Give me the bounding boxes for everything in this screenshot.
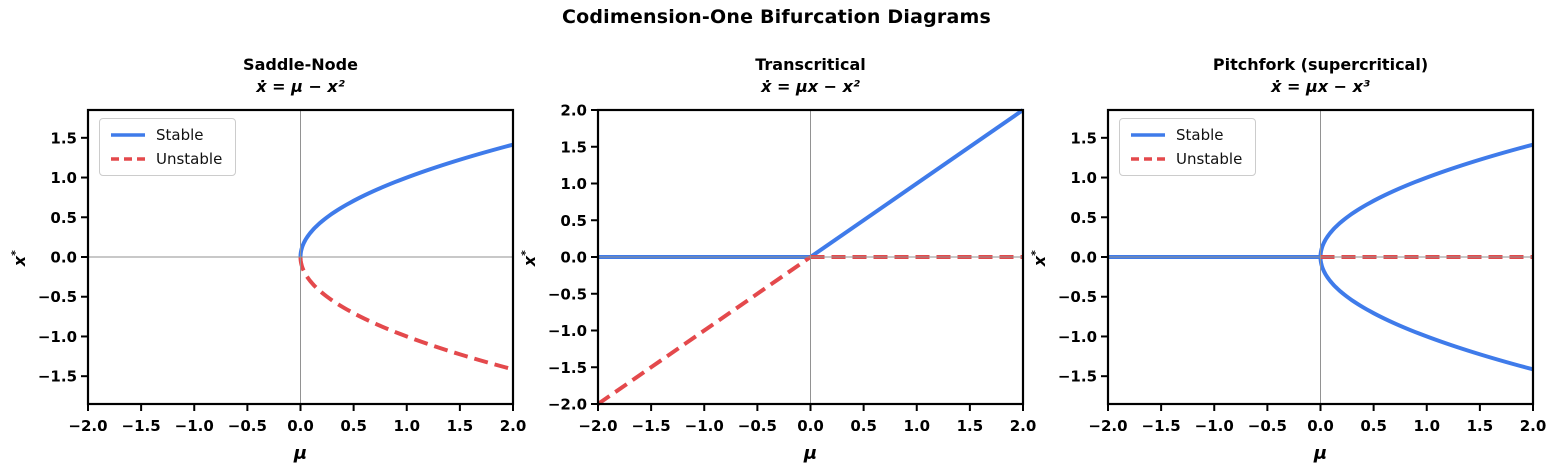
series-unstable-curve [596, 255, 812, 406]
series-stable-curve [1318, 142, 1534, 258]
y-tick-label: 0.0 [560, 249, 587, 267]
series-stable-curve [1318, 256, 1534, 372]
y-tick-label: −0.5 [1058, 288, 1097, 306]
x-tick-label: 0.5 [340, 417, 367, 435]
x-tick-label: −1.5 [632, 417, 671, 435]
y-tick-label: 0.0 [1070, 249, 1097, 267]
x-tick-label: 1.0 [903, 417, 930, 435]
y-tick-label: −1.0 [1058, 328, 1097, 346]
legend: Stable Unstable [1119, 118, 1257, 176]
x-axis-label: μ [1313, 443, 1328, 464]
legend-label-stable: Stable [1176, 126, 1224, 144]
y-tick-label: 0.0 [50, 249, 77, 267]
x-tick-label: 0.0 [287, 417, 314, 435]
axes-transcritical: −2.0 −1.5 −1.0 −0.5 0.0 0.5 1.0 1.5 2.0−2.0−1.5−… [548, 102, 1037, 436]
axes-frame [1106, 108, 1535, 406]
x-tick-label: −2.0 [1088, 417, 1127, 435]
series-unstable-curve [298, 256, 514, 372]
y-tick-label: 1.5 [560, 138, 587, 156]
x-tick-label: −0.5 [738, 417, 777, 435]
axes-pitchfork: −2.0 −1.5 −1.0 −0.5 0.0 0.5 1.0 1.5 2.0−1.5−1.0−… [1058, 108, 1547, 435]
y-tick-label: 0.5 [50, 209, 77, 227]
y-tick-label: 1.0 [1070, 169, 1097, 187]
subplot-pitchfork: Pitchfork (supercritical) ẋ = μx − x³ x*… [1020, 0, 1553, 476]
series-stable-curve [809, 108, 1025, 259]
x-tick-label: 0.0 [1307, 417, 1334, 435]
y-tick-label: −2.0 [548, 396, 587, 414]
y-tick-label: −0.5 [38, 288, 77, 306]
x-tick-label: 1.5 [1467, 417, 1494, 435]
x-tick-label: 0.0 [797, 417, 824, 435]
x-tick-label: −2.0 [68, 417, 107, 435]
stable-line-swatch [111, 133, 145, 137]
x-tick-label: −2.0 [578, 417, 617, 435]
x-tick-label: 2.0 [1010, 417, 1037, 435]
unstable-line-swatch [1131, 157, 1165, 161]
subplot-equation: ẋ = μ − x² [256, 77, 345, 96]
legend-item-unstable: Unstable [1130, 150, 1242, 168]
unstable-line-swatch [111, 157, 145, 161]
legend-item-stable: Stable [110, 126, 222, 144]
y-tick-label: −1.5 [1058, 368, 1097, 386]
y-tick-label: 1.5 [1070, 129, 1097, 147]
x-axis-label: μ [803, 443, 818, 464]
axes-saddle-node: −2.0 −1.5 −1.0 −0.5 0.0 0.5 1.0 1.5 2.0−1.5−1.0−… [38, 108, 527, 435]
y-tick-label: 1.0 [560, 175, 587, 193]
y-axis-label: x* [1028, 250, 1050, 267]
legend-item-unstable: Unstable [110, 150, 222, 168]
x-tick-label: 0.5 [1360, 417, 1387, 435]
subplot-saddle-node: Saddle-Node ẋ = μ − x² x* −2.0 −1.5 −1.0 −0… [0, 0, 533, 476]
y-tick-label: 0.5 [1070, 209, 1097, 227]
x-tick-label: 0.5 [850, 417, 877, 435]
series-stable-curve [298, 142, 514, 258]
subplot-equation: ẋ = μx − x² [761, 77, 860, 96]
x-tick-label: 2.0 [1520, 417, 1547, 435]
legend-item-stable: Stable [1130, 126, 1242, 144]
legend: Stable Unstable [99, 118, 237, 176]
y-tick-label: 0.5 [560, 212, 587, 230]
y-tick-label: −1.5 [548, 359, 587, 377]
y-tick-label: −1.0 [548, 322, 587, 340]
legend-label-unstable: Unstable [1176, 150, 1243, 168]
legend-label-unstable: Unstable [156, 150, 223, 168]
x-tick-label: 1.0 [393, 417, 420, 435]
subplot-transcritical: Transcritical ẋ = μx − x² x* −2.0 −1.5 −1.… [510, 0, 1043, 476]
x-tick-label: 1.0 [1413, 417, 1440, 435]
x-tick-label: −1.0 [1195, 417, 1234, 435]
axes-frame [86, 108, 515, 406]
y-tick-label: 2.0 [560, 102, 587, 120]
y-tick-label: 1.0 [50, 169, 77, 187]
x-tick-label: 2.0 [500, 417, 527, 435]
x-tick-label: −1.5 [122, 417, 161, 435]
x-tick-label: −0.5 [228, 417, 267, 435]
x-tick-label: −1.5 [1142, 417, 1181, 435]
stable-line-swatch [1131, 133, 1165, 137]
x-tick-label: −0.5 [1248, 417, 1287, 435]
x-tick-label: −1.0 [685, 417, 724, 435]
y-tick-label: 1.5 [50, 129, 77, 147]
y-tick-label: −0.5 [548, 285, 587, 303]
subplot-title: Transcritical [755, 55, 866, 74]
subplot-title: Saddle-Node [243, 55, 358, 74]
x-tick-label: 1.5 [957, 417, 984, 435]
legend-label-stable: Stable [156, 126, 204, 144]
x-tick-label: 1.5 [447, 417, 474, 435]
subplot-equation: ẋ = μx − x³ [1271, 77, 1370, 96]
y-axis-label: x* [8, 250, 30, 267]
y-axis-label: x* [518, 250, 540, 267]
y-tick-label: −1.5 [38, 368, 77, 386]
subplot-title: Pitchfork (supercritical) [1212, 55, 1429, 74]
x-tick-label: −1.0 [175, 417, 214, 435]
y-tick-label: −1.0 [38, 328, 77, 346]
figure-title: Codimension-One Bifurcation Diagrams [561, 6, 992, 28]
x-axis-label: μ [293, 443, 308, 464]
axes-frame [596, 108, 1025, 406]
